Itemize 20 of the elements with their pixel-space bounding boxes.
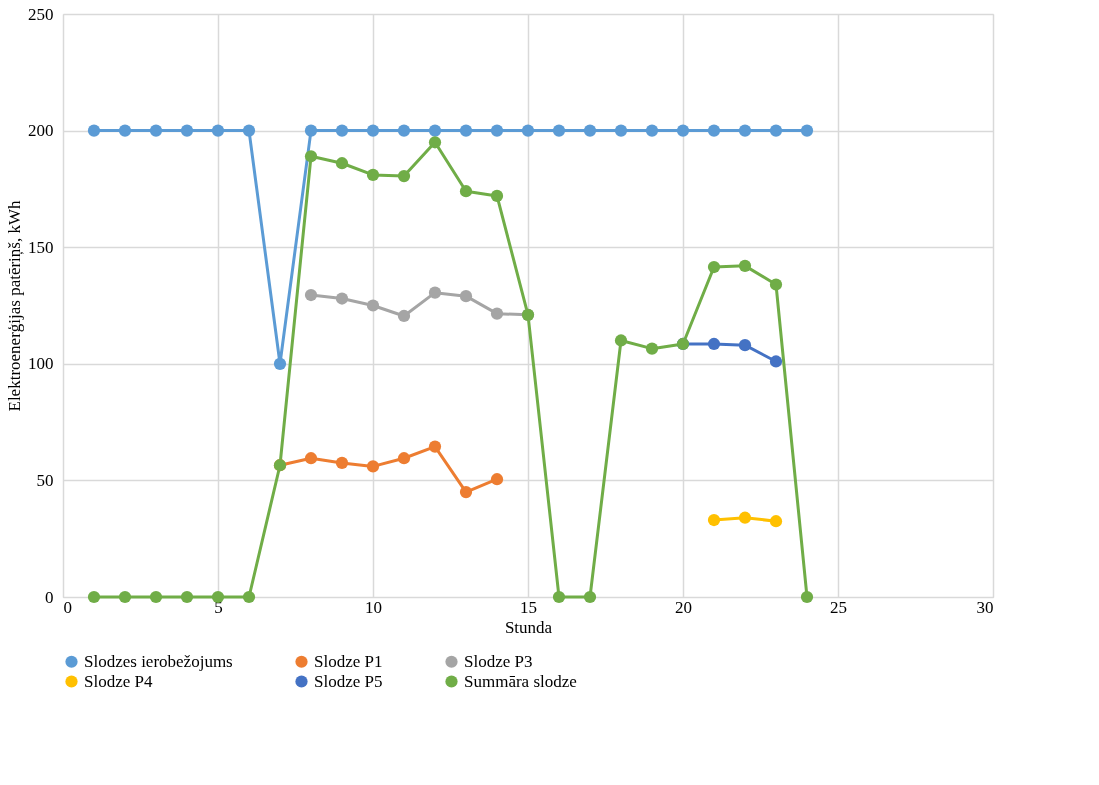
x-axis-title: Stunda <box>504 617 553 637</box>
x-tick-label: 30 <box>976 597 994 617</box>
legend-label: Summāra slodze <box>464 671 577 691</box>
x-tick-label: 20 <box>675 597 692 617</box>
legend-label: Slodze P4 <box>84 671 153 691</box>
y-tick-label: 50 <box>36 470 54 490</box>
x-tick-label: 5 <box>214 597 223 617</box>
y-axis-title: Elektroenerģijas patēriņš, kWh <box>5 200 24 412</box>
x-tick-label: 10 <box>365 597 382 617</box>
legend-label: Slodze P1 <box>314 651 383 671</box>
legend-label: Slodze P5 <box>314 671 383 691</box>
legend-label: Slodze P3 <box>464 651 533 671</box>
y-tick-label: 100 <box>28 354 54 374</box>
x-tick-label: 0 <box>63 597 72 617</box>
y-tick-label: 150 <box>28 237 54 257</box>
legend-label: Slodzes ierobežojums <box>84 651 233 671</box>
y-tick-label: 200 <box>28 121 54 141</box>
y-tick-label: 250 <box>28 4 54 24</box>
x-tick-label: 25 <box>830 597 847 617</box>
x-tick-label: 15 <box>520 597 537 617</box>
